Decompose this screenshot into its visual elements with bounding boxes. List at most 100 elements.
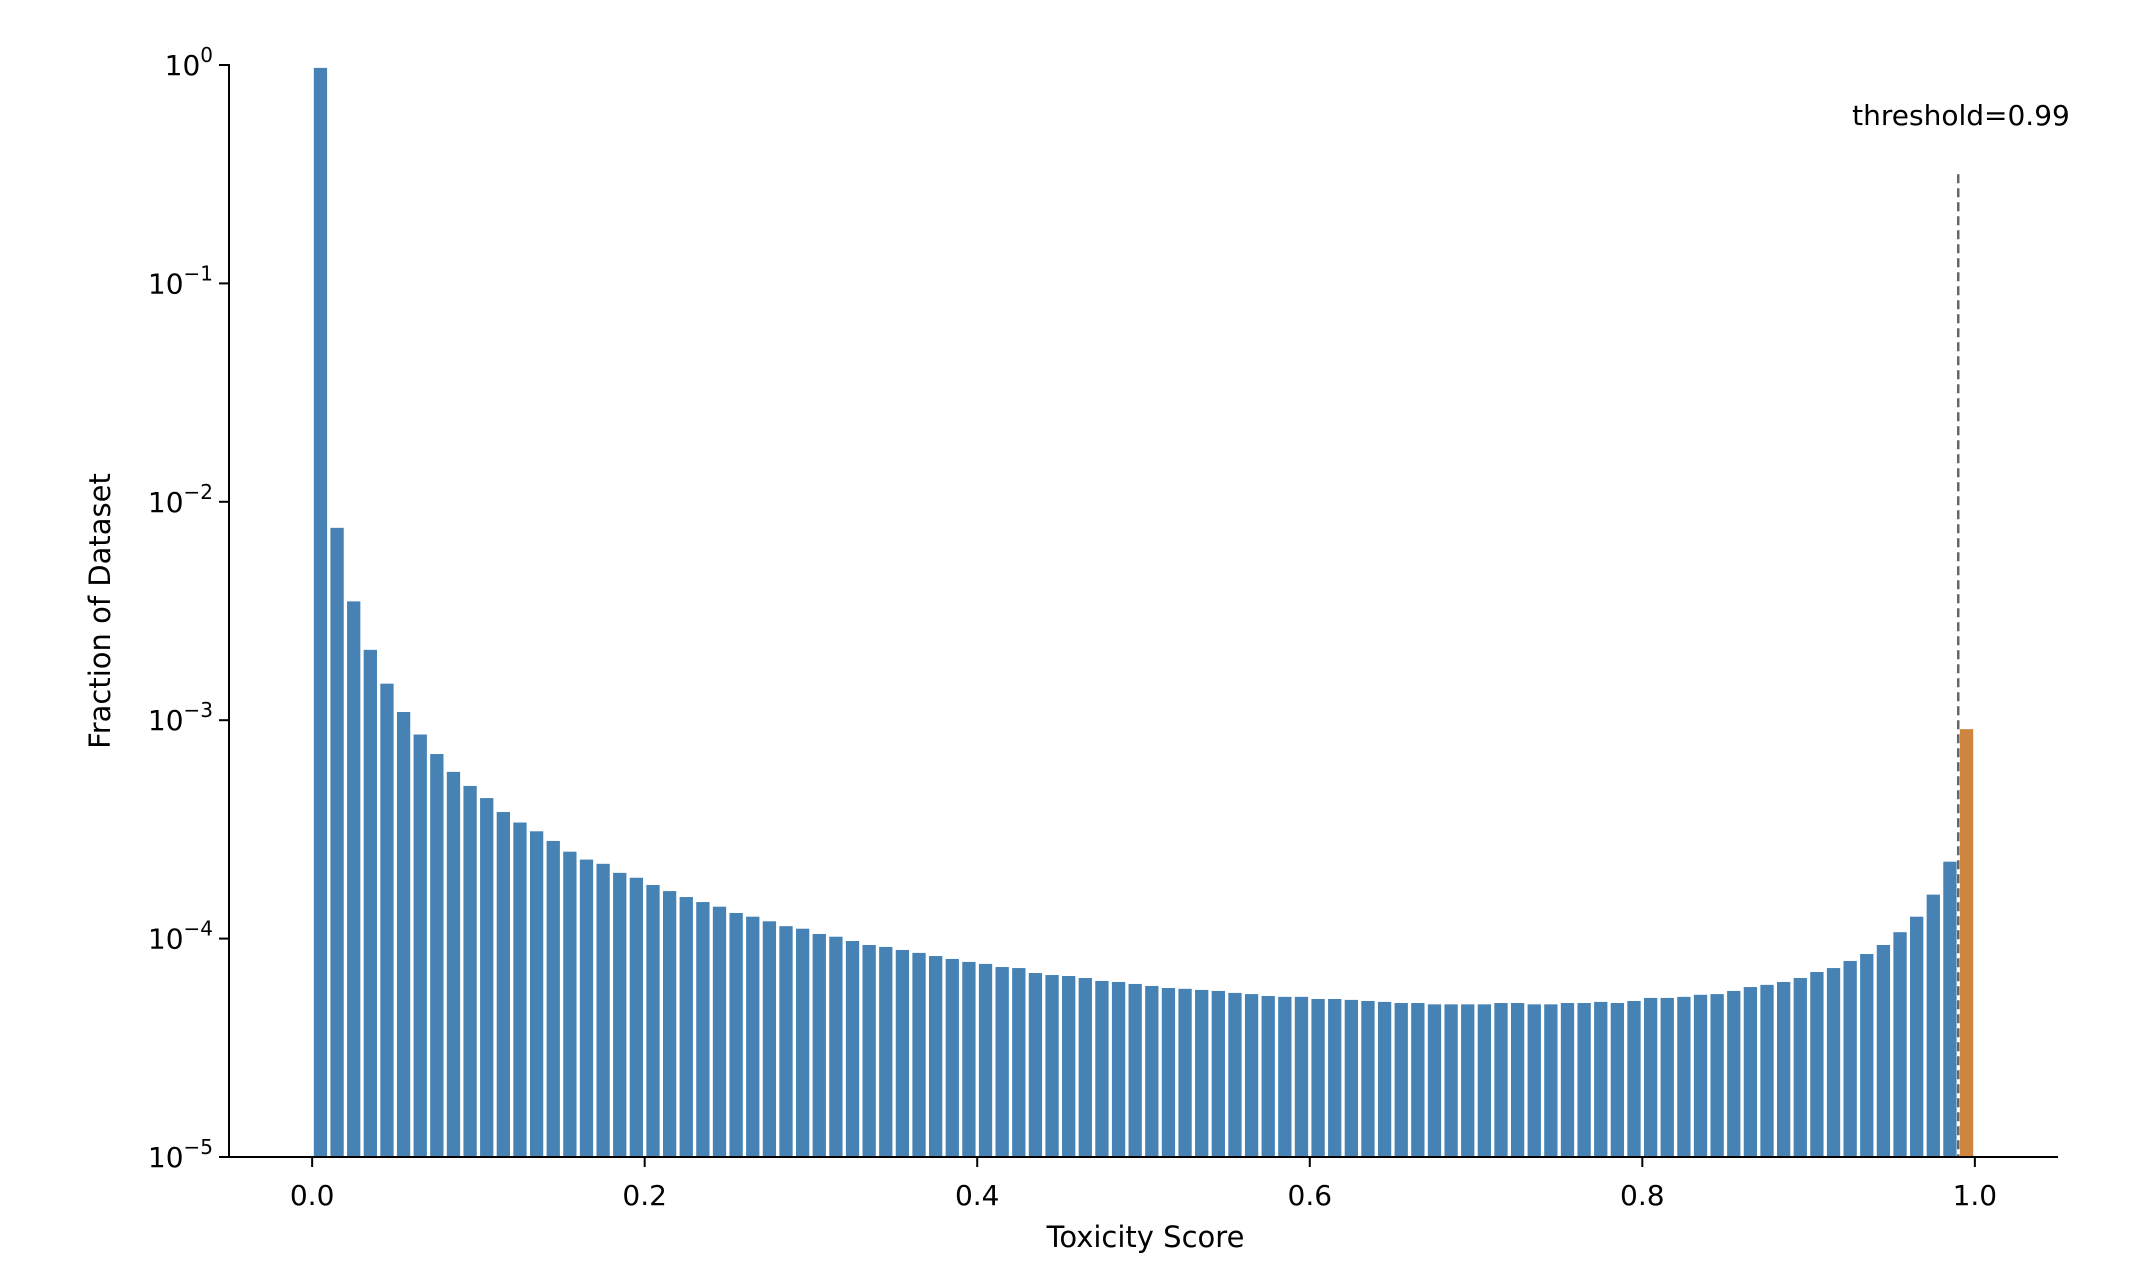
bar [1610,1003,1625,1157]
y-tick-exponent: −1 [184,261,213,285]
bar [1261,995,1275,1157]
bar [845,941,860,1157]
bar [496,811,511,1157]
bar [712,906,727,1157]
bar [1244,994,1259,1157]
bar [1161,988,1176,1157]
bar [1477,1004,1492,1157]
bar [1294,996,1309,1157]
bar [1560,1003,1575,1157]
y-tick-base: 10 [148,923,184,956]
bar [1693,994,1708,1157]
y-tick-exponent: −3 [184,698,213,722]
y-tick-base: 10 [148,486,184,519]
bar [696,902,710,1157]
bar [1926,894,1940,1157]
y-tick-label: 10−2 [148,480,213,519]
bar [1095,980,1109,1157]
bar [1660,997,1674,1157]
y-tick-base: 10 [165,49,201,82]
bar [879,946,893,1157]
bar [978,963,993,1157]
bar [1012,968,1026,1157]
y-tick-exponent: −4 [184,917,213,941]
bar [929,956,943,1157]
bar-above-threshold [1959,729,1974,1157]
bar [1111,981,1126,1157]
bar [1145,985,1159,1157]
bar [1577,1003,1591,1157]
bar [396,712,411,1157]
bar [1727,990,1741,1157]
bar [1427,1004,1442,1157]
y-tick-label: 100 [165,43,213,82]
bar [1860,954,1874,1157]
x-tick-label: 1.0 [1953,1179,1998,1212]
bar [779,926,793,1157]
x-axis-label: Toxicity Score [1046,1220,1245,1254]
bar [1627,1000,1641,1157]
bar [829,936,843,1157]
bar [1710,994,1724,1157]
y-tick-label: 10−4 [148,917,213,956]
bar [1128,983,1142,1157]
bar [513,822,527,1157]
bar [1062,976,1076,1157]
bar [313,67,328,1158]
bar [1843,960,1857,1157]
bar [729,912,743,1157]
bar [347,601,361,1157]
bar [1743,987,1758,1157]
bar [1211,990,1225,1157]
bar [662,891,677,1157]
bar [1544,1004,1558,1157]
bar [413,734,427,1157]
bar [579,859,594,1157]
bar [1677,996,1691,1157]
bar [1361,1000,1375,1157]
y-tick-base: 10 [148,1141,184,1174]
bar [1278,996,1292,1157]
y-tick-label: 10−3 [148,698,213,737]
bar [1311,998,1325,1157]
bar [1377,1001,1392,1157]
bar [762,921,777,1157]
y-tick-label: 10−1 [148,261,213,300]
x-tick-label: 0.4 [955,1179,1000,1212]
y-tick-base: 10 [148,267,184,300]
bar [446,771,461,1157]
bar [1494,1003,1508,1157]
bar [995,967,1009,1157]
bar [1876,944,1891,1157]
bar [363,649,377,1157]
bar [962,961,976,1157]
bars-group [313,67,1974,1158]
bar [1028,972,1043,1157]
bar [546,840,560,1157]
bar [1826,968,1841,1157]
bar [1810,972,1824,1157]
bar [430,754,444,1157]
x-tick-label: 0.0 [290,1179,335,1212]
bar [480,798,494,1157]
bar [1943,861,1957,1157]
bar [1328,998,1342,1157]
bar [380,683,394,1157]
x-axis-ticks: 0.0 0.2 0.4 0.6 0.8 1.0 [290,1157,1997,1212]
bar [1411,1003,1425,1157]
bar [1195,989,1209,1157]
y-tick-exponent: −2 [184,480,213,504]
bar [1344,999,1358,1157]
bar [1444,1004,1458,1157]
y-tick-base: 10 [148,704,184,737]
bar [945,958,959,1157]
bar [679,897,693,1157]
y-tick-exponent: 0 [200,43,213,67]
bar [646,884,660,1157]
bar [895,949,910,1157]
bar [1893,932,1907,1157]
bar [330,527,344,1157]
bar [1461,1004,1475,1157]
